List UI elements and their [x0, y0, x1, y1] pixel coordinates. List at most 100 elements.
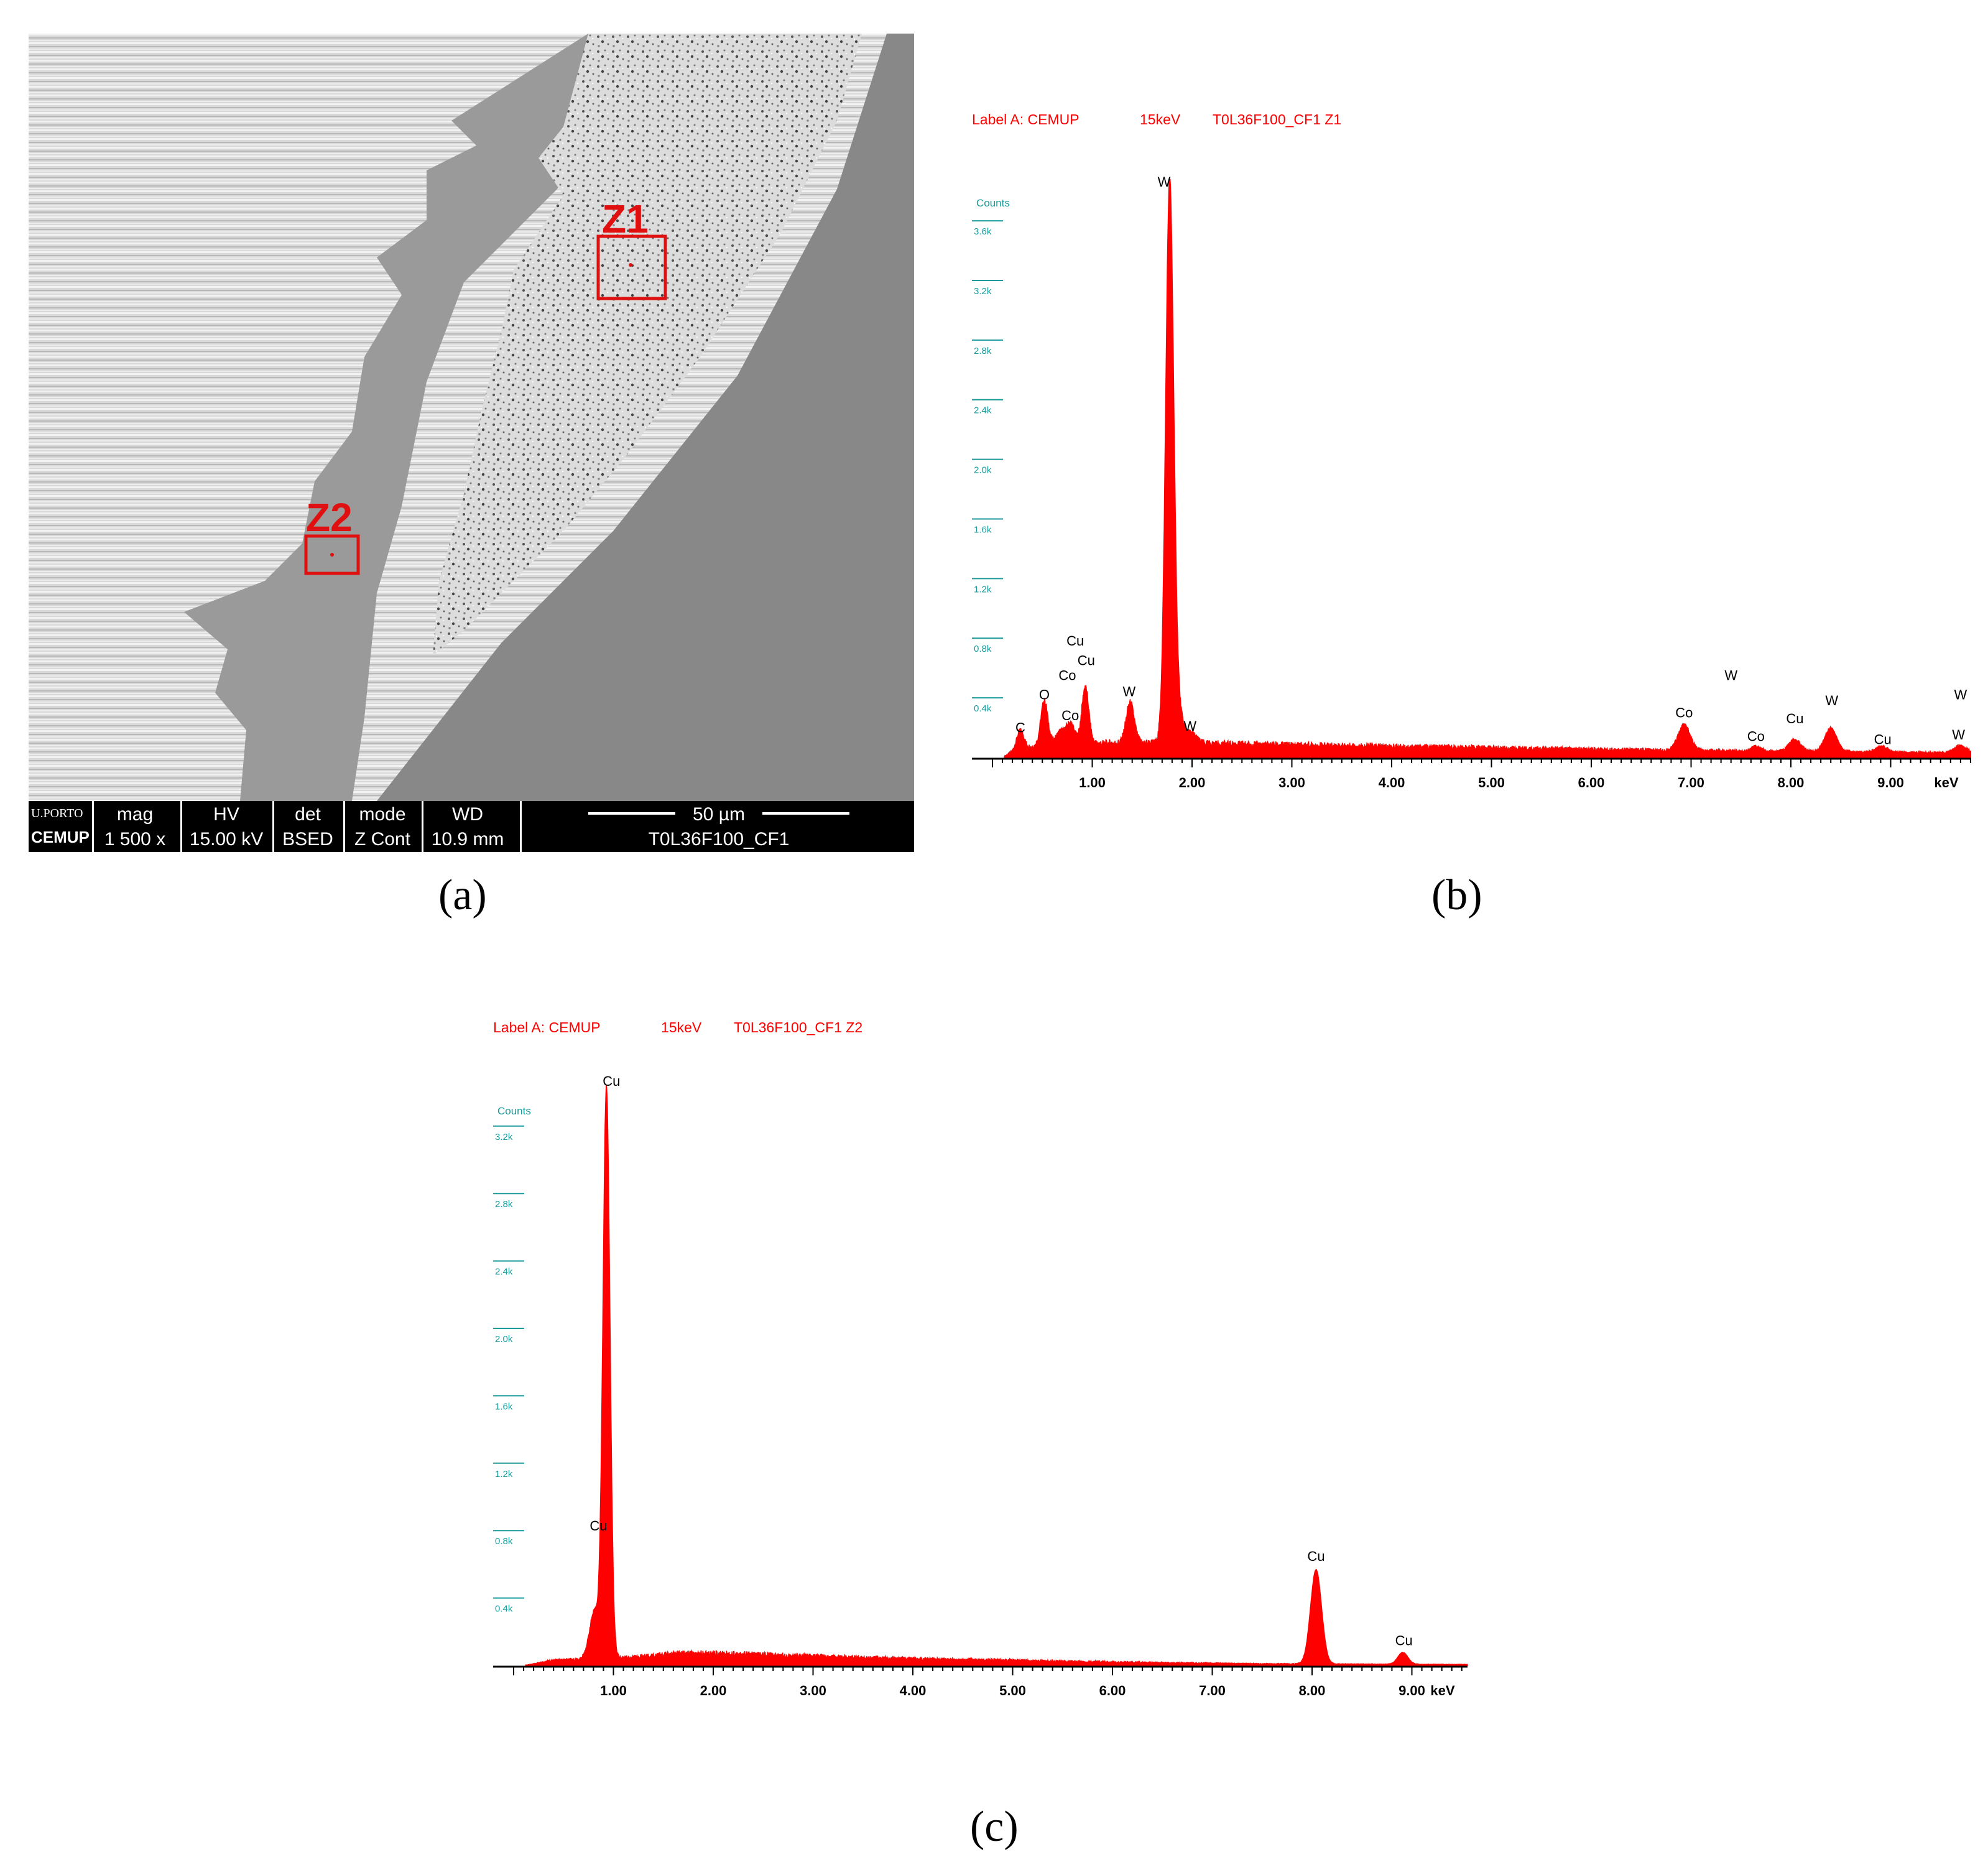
- y-tick-label: 2.4k: [495, 1267, 513, 1277]
- x-ticks: 1.00 2.00 3.00 4.00 5.00 6.00 7.00 8.00 9.00 keV: [992, 759, 1971, 790]
- mag-header: mag: [116, 804, 154, 825]
- x-tick-label: 2.00: [1179, 775, 1206, 790]
- spectrum-area: [525, 1085, 1468, 1666]
- y-ticks: 0.4k 0.8k 1.2k 1.6k 2.0k 2.4k 2.8k 3.2k 3.6k: [972, 220, 1003, 714]
- spectrum-header-label: Label A: CEMUP: [972, 111, 1080, 127]
- zone-box-z2: [304, 534, 360, 575]
- x-tick-label: 6.00: [1578, 775, 1605, 790]
- peak-label: W: [1952, 727, 1965, 743]
- y-tick-label: 1.6k: [974, 524, 992, 535]
- y-tick-label: 3.2k: [974, 286, 992, 297]
- y-axis-title: Counts: [976, 197, 1010, 209]
- peak-label: W: [1724, 667, 1737, 683]
- mode-header: mode: [359, 804, 406, 825]
- spectrum-header-label: Label A: CEMUP: [493, 1019, 601, 1035]
- peak-label: Cu: [603, 1073, 620, 1089]
- sem-info-bar: U.PORTO CEMUP mag 1 500 x HV 15.00 kV de…: [29, 801, 914, 852]
- y-ticks: 0.4k 0.8k 1.2k 1.6k 2.0k 2.4k 2.8k 3.2k: [493, 1125, 524, 1614]
- x-tick-label: 3.00: [800, 1683, 826, 1698]
- peak-label: W: [1954, 687, 1967, 703]
- scale-text: 50 µm: [675, 802, 762, 827]
- caption-a: (a): [438, 871, 487, 919]
- mode-value: Z Cont: [354, 829, 411, 850]
- peak-label: Cu: [1078, 652, 1095, 668]
- eds-spectrum-z2: Label A: CEMUP 15keV T0L36F100_CF1 Z2 Co…: [493, 1019, 1468, 1698]
- eds-spectrum-z1: Label A: CEMUP 15keV T0L36F100_CF1 Z1 Co…: [972, 111, 1971, 790]
- hv-value: 15.00 kV: [189, 829, 264, 850]
- peak-label: W: [1158, 174, 1171, 190]
- x-tick-label: 7.00: [1678, 775, 1704, 790]
- hv-header: HV: [213, 804, 239, 825]
- wd-header: WD: [452, 804, 483, 825]
- y-tick-label: 3.2k: [495, 1132, 513, 1142]
- x-tick-label: 5.00: [1478, 775, 1505, 790]
- y-tick-label: 0.8k: [495, 1536, 513, 1547]
- peak-label: Cu: [589, 1518, 607, 1534]
- x-ticks: 1.00 2.00 3.00 4.00 5.00 6.00 7.00 8.00 9.00 keV: [513, 1667, 1463, 1698]
- y-tick-label: 1.6k: [495, 1401, 513, 1412]
- peak-label: W: [1183, 718, 1196, 734]
- spectrum-header-sample: T0L36F100_CF1 Z1: [1213, 111, 1341, 127]
- wd-value: 10.9 mm: [431, 829, 504, 850]
- zone-label-z1: Z1: [602, 197, 649, 241]
- x-tick-label: 6.00: [1099, 1683, 1126, 1698]
- peak-label: Co: [1675, 705, 1693, 720]
- peak-label: W: [1825, 693, 1838, 708]
- y-tick-label: 2.8k: [974, 346, 992, 356]
- peak-label: Cu: [1395, 1632, 1413, 1648]
- spectrum-header-energy: 15keV: [661, 1019, 702, 1035]
- peak-annotations: Cu Cu Cu Cu: [589, 1073, 1412, 1649]
- peak-label: W: [1123, 684, 1136, 700]
- sem-micrograph: Z1 Z2: [29, 34, 914, 801]
- x-tick-label: 4.00: [900, 1683, 927, 1698]
- sem-image-panel: Z1 Z2 U.PORTO CEMUP mag 1 500 x HV 15.00…: [29, 34, 914, 852]
- zone-box-z1: [596, 234, 667, 300]
- x-tick-label: 8.00: [1778, 775, 1805, 790]
- det-value: BSED: [282, 829, 333, 850]
- logo-top-text: U.PORTO: [31, 807, 83, 820]
- logo-bottom-text: CEMUP: [31, 828, 90, 846]
- x-tick-label: 2.00: [700, 1683, 727, 1698]
- peak-label: O: [1039, 687, 1050, 703]
- peak-label: Co: [1061, 708, 1079, 723]
- x-tick-label: 8.00: [1299, 1683, 1326, 1698]
- y-tick-label: 2.0k: [974, 465, 992, 476]
- x-tick-label: 5.00: [999, 1683, 1026, 1698]
- mag-value: 1 500 x: [104, 829, 166, 850]
- peak-label: Cu: [1066, 633, 1084, 649]
- y-tick-label: 2.0k: [495, 1334, 513, 1345]
- y-tick-label: 1.2k: [495, 1469, 513, 1479]
- peak-label: Co: [1058, 667, 1076, 683]
- x-tick-label: 9.00: [1399, 1683, 1425, 1698]
- peak-label: C: [1015, 720, 1025, 735]
- spectrum-header-energy: 15keV: [1140, 111, 1181, 127]
- x-tick-label: 1.00: [600, 1683, 627, 1698]
- y-tick-label: 1.2k: [974, 584, 992, 595]
- sample-id: T0L36F100_CF1: [648, 829, 790, 850]
- y-axis-title: Counts: [497, 1105, 531, 1117]
- x-axis-unit: keV: [1934, 775, 1958, 790]
- x-tick-label: 1.00: [1079, 775, 1106, 790]
- y-tick-label: 2.4k: [974, 405, 992, 416]
- peak-label: Cu: [1874, 731, 1892, 747]
- x-axis-unit: keV: [1430, 1683, 1454, 1698]
- x-tick-label: 7.00: [1199, 1683, 1226, 1698]
- x-tick-label: 4.00: [1379, 775, 1405, 790]
- y-tick-label: 0.8k: [974, 644, 992, 654]
- spectrum-area: [1004, 178, 1971, 758]
- x-tick-label: 3.00: [1278, 775, 1305, 790]
- y-tick-label: 3.6k: [974, 226, 992, 237]
- peak-label: Cu: [1786, 711, 1803, 726]
- peak-label: Cu: [1307, 1549, 1325, 1564]
- caption-b: (b): [1431, 871, 1482, 919]
- peak-annotations: WCuCuCoOCoCWWWCoCoCuWCuWWW: [1015, 174, 1967, 747]
- spectrum-header-sample: T0L36F100_CF1 Z2: [734, 1019, 862, 1035]
- det-header: det: [295, 804, 321, 825]
- logo: U.PORTO CEMUP: [31, 802, 91, 851]
- x-tick-label: 9.00: [1877, 775, 1904, 790]
- y-tick-label: 0.4k: [974, 703, 992, 714]
- y-tick-label: 2.8k: [495, 1199, 513, 1210]
- caption-c: (c): [970, 1803, 1019, 1851]
- peak-label: Co: [1747, 729, 1765, 744]
- zone-label-z2: Z2: [306, 495, 353, 540]
